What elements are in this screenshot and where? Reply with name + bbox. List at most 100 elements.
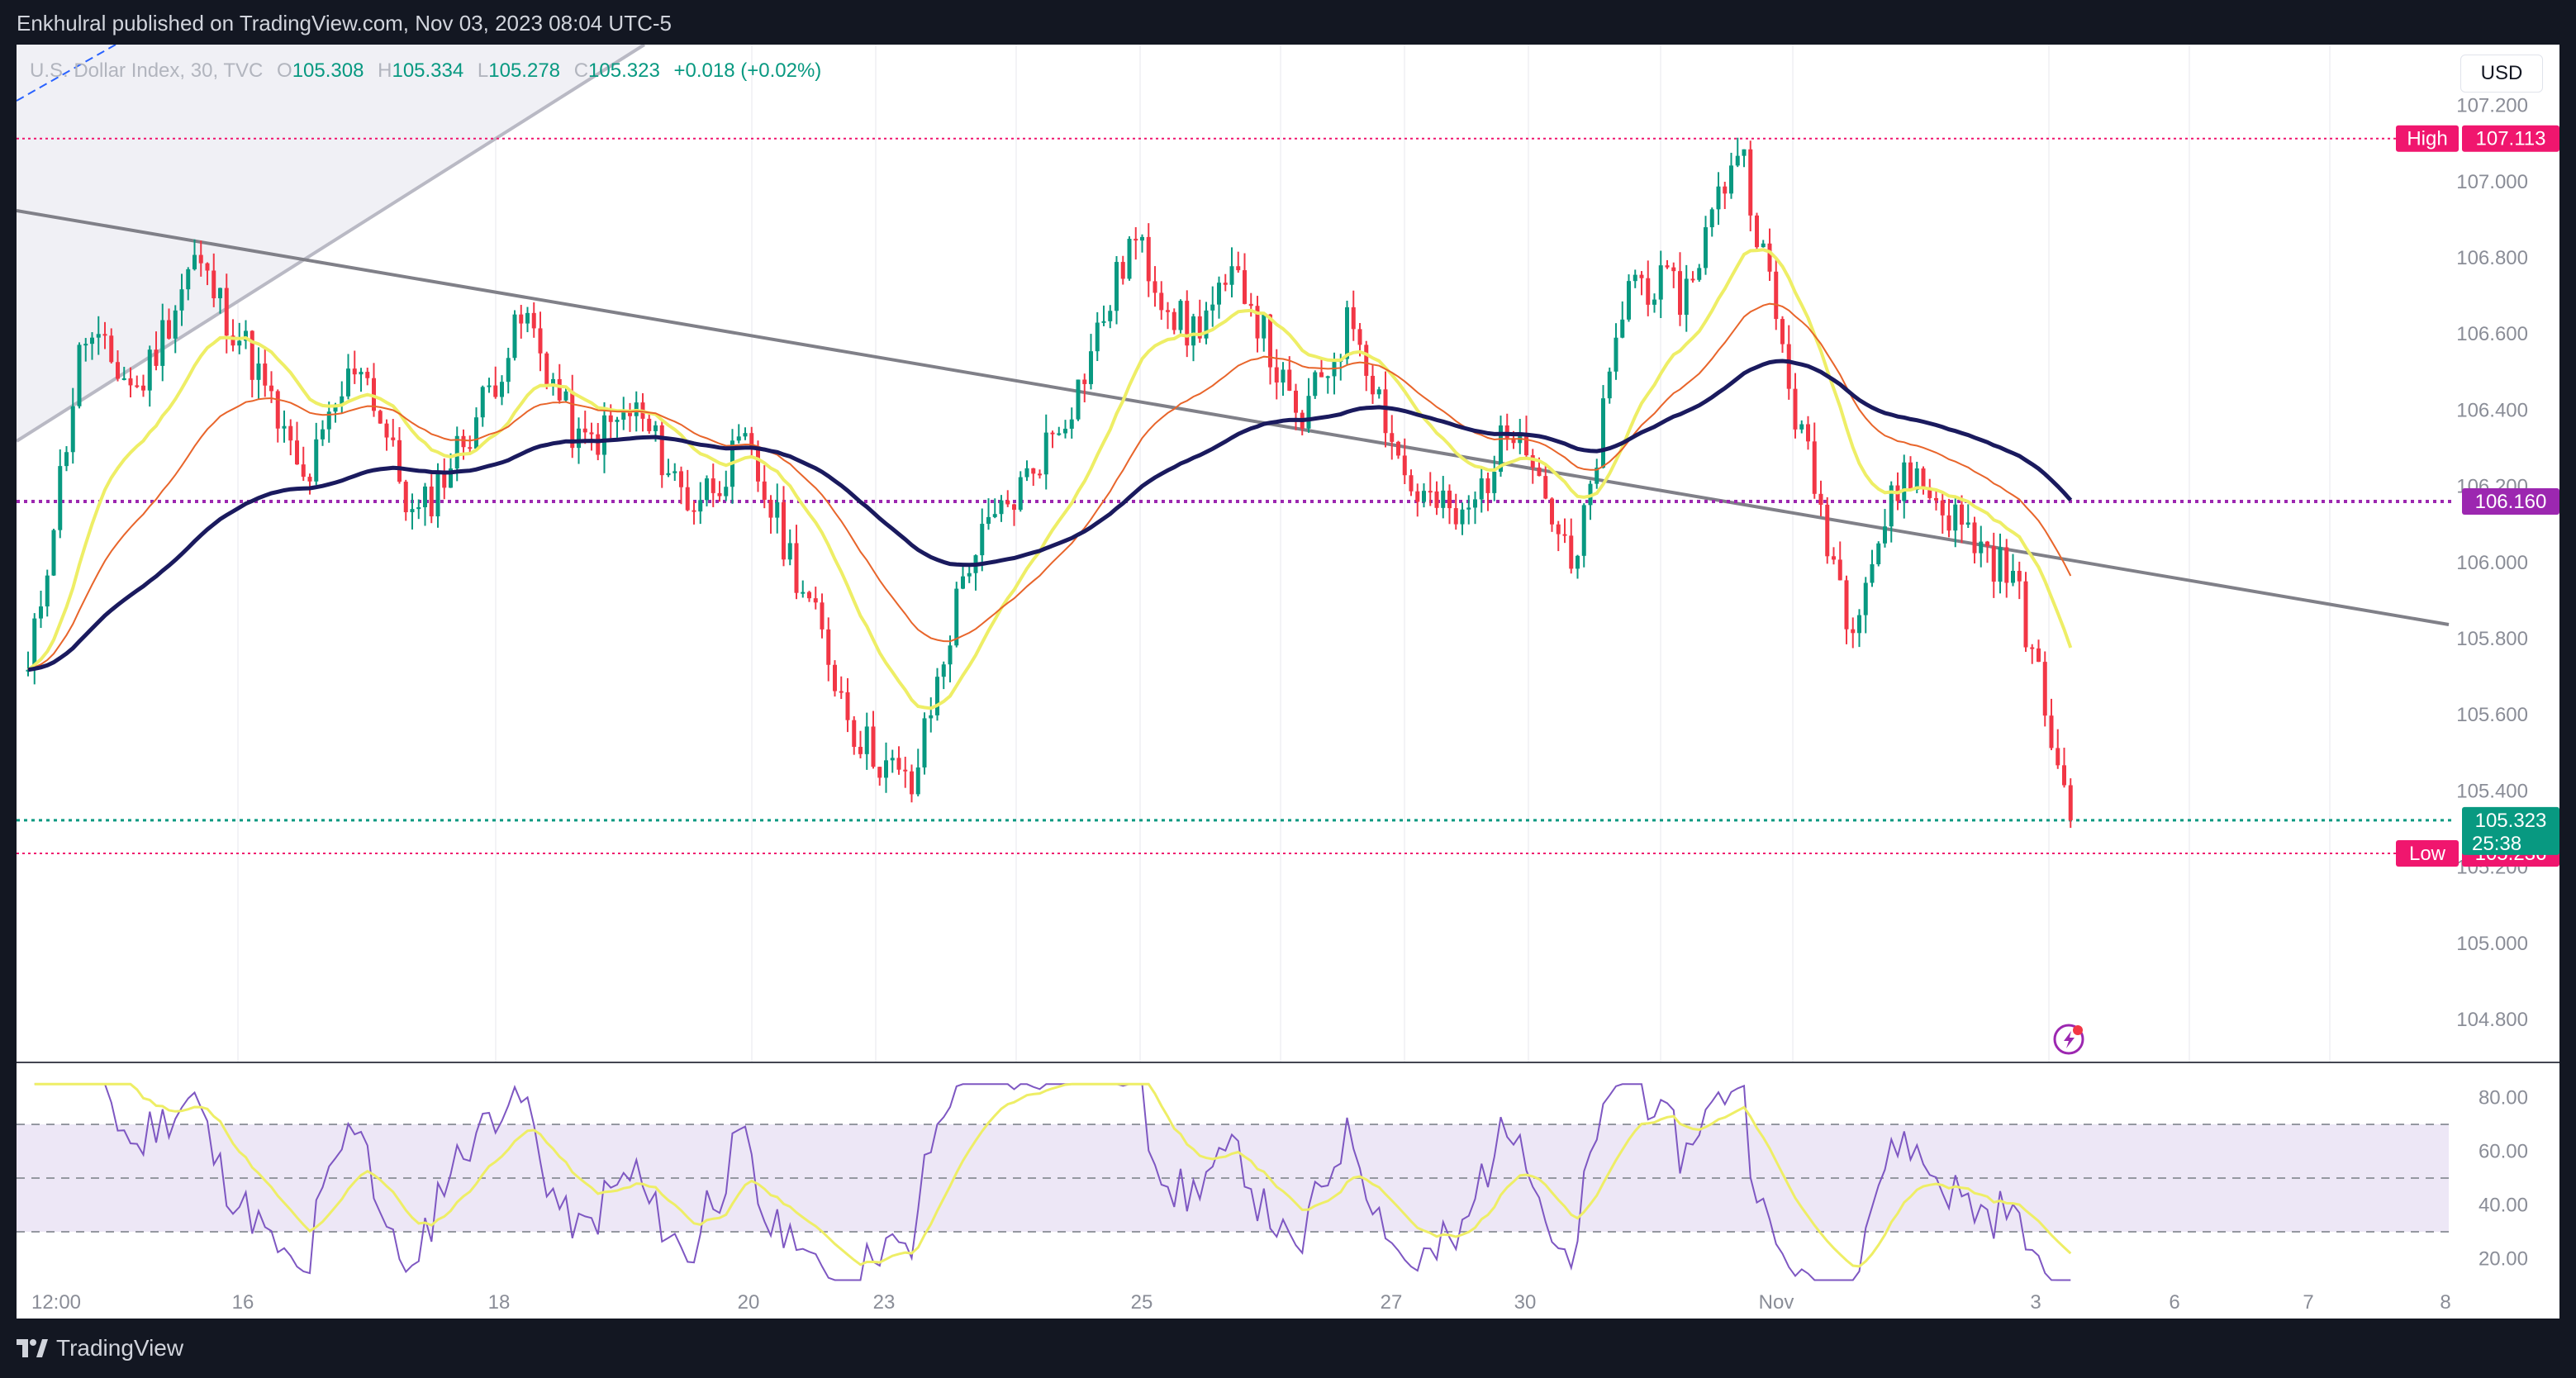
- candle-body: [871, 726, 876, 767]
- candle-body: [1607, 371, 1612, 399]
- candle-body: [922, 718, 927, 767]
- candle-body: [1409, 475, 1414, 492]
- candle-body: [1633, 274, 1637, 282]
- candle-body: [2068, 785, 2073, 820]
- candle-body: [570, 391, 575, 449]
- candle-body: [845, 691, 850, 720]
- candle-body: [1345, 306, 1349, 359]
- candle-body: [141, 385, 145, 391]
- currency-button[interactable]: USD: [2460, 55, 2543, 93]
- candle-body: [1191, 316, 1195, 346]
- candle-body: [544, 353, 549, 386]
- candle-body: [1479, 478, 1484, 500]
- candle-body: [1050, 432, 1055, 435]
- rsi-tick-label: 40.00: [2479, 1195, 2528, 1217]
- candle-body: [1524, 433, 1528, 456]
- candle-body: [589, 432, 594, 435]
- candle-body: [2023, 581, 2028, 648]
- candle-body: [935, 677, 939, 715]
- candle-body: [596, 434, 601, 455]
- symbol-label[interactable]: U.S. Dollar Index, 30, TVC: [30, 59, 264, 82]
- candle-body: [1473, 499, 1477, 508]
- candle-body: [1120, 262, 1125, 279]
- candles: [26, 137, 2073, 829]
- candle-body: [77, 344, 82, 406]
- candle-body: [1671, 267, 1676, 272]
- candle-body: [1281, 369, 1286, 383]
- candle-body: [506, 358, 511, 383]
- candle-body: [2030, 647, 2035, 649]
- candle-body: [1818, 493, 1823, 505]
- candle-body: [551, 378, 555, 386]
- candle-body: [192, 254, 197, 269]
- candle-body: [442, 473, 447, 488]
- ema-mid-line: [27, 302, 2072, 671]
- high-key: H: [378, 59, 392, 82]
- candle-body: [384, 423, 389, 438]
- candle-body: [224, 287, 229, 336]
- candle-body: [992, 514, 997, 517]
- candle-body: [70, 406, 75, 453]
- channel-line-upper: [15, 43, 646, 443]
- tradingview-logo[interactable]: TradingView: [17, 1335, 183, 1361]
- candle-body: [1217, 283, 1221, 305]
- chart-area[interactable]: 107.200 107.000 106.800 106.600 106.400 106.2…: [15, 43, 2559, 1319]
- candle-body: [1991, 546, 1996, 582]
- high-tag-value-bg: [2462, 125, 2559, 152]
- flash-icon[interactable]: [2053, 1024, 2084, 1055]
- candle-body: [83, 344, 88, 346]
- open-key: O: [277, 59, 292, 82]
- time-tick-label: 16: [232, 1291, 254, 1314]
- countdown-value: 25:38: [2472, 833, 2521, 855]
- high-tag-label: High: [2407, 128, 2447, 150]
- candle-body: [1927, 487, 1932, 498]
- candle-body: [64, 452, 69, 467]
- candle-body: [493, 385, 498, 397]
- candle-body: [1832, 556, 1836, 560]
- low-value: 105.278: [488, 59, 561, 82]
- time-tick-label: 25: [1131, 1291, 1153, 1314]
- candle-body: [1351, 306, 1356, 330]
- candle-body: [435, 473, 440, 517]
- candle-body: [307, 477, 312, 482]
- rsi-ma-line: [34, 1082, 2072, 1268]
- price-tick-label: 105.000: [2456, 933, 2528, 955]
- candle-body: [1057, 433, 1062, 435]
- candle-body: [346, 368, 350, 397]
- level-lines: [17, 137, 2454, 855]
- candle-body: [698, 500, 703, 512]
- candle-body: [173, 310, 178, 339]
- time-tick-label: 12:00: [31, 1291, 81, 1314]
- candle-body: [1185, 301, 1190, 346]
- chart-svg[interactable]: 107.200107.000106.800106.600106.400106.2…: [15, 43, 2559, 1319]
- candle-body: [2056, 748, 2060, 766]
- candle-body: [941, 664, 946, 677]
- candle-body: [365, 372, 370, 378]
- candle-body: [1870, 564, 1875, 583]
- low-tag-label: Low: [2409, 843, 2446, 865]
- candle-body: [1371, 375, 1375, 395]
- candle-body: [1620, 319, 1625, 338]
- price-axis[interactable]: 107.200107.000106.800106.600106.400106.2…: [2456, 95, 2528, 1031]
- candle-body: [454, 435, 459, 469]
- candle-body: [487, 385, 492, 387]
- candle-body: [743, 433, 748, 437]
- candle-body: [1422, 491, 1426, 502]
- candle-body: [1812, 441, 1817, 494]
- candle-body: [756, 446, 760, 482]
- candle-body: [1646, 278, 1651, 305]
- candle-body: [1998, 547, 2003, 582]
- candle-body: [295, 440, 299, 465]
- candle-body: [1774, 271, 1779, 320]
- grid-lines: [237, 45, 2331, 1062]
- candle-body: [1376, 389, 1381, 395]
- candle-body: [449, 468, 453, 488]
- candle-body: [1863, 582, 1868, 615]
- open-value: 105.308: [292, 59, 364, 82]
- candle-body: [58, 466, 63, 530]
- candle-body: [615, 420, 620, 422]
- time-axis[interactable]: 12:00 16 18 20 23 25 27 30 Nov 3 6 7 8: [31, 1291, 2451, 1314]
- candle-body: [1844, 580, 1849, 630]
- candle-body: [1940, 500, 1945, 516]
- time-tick-label: 8: [2440, 1291, 2450, 1314]
